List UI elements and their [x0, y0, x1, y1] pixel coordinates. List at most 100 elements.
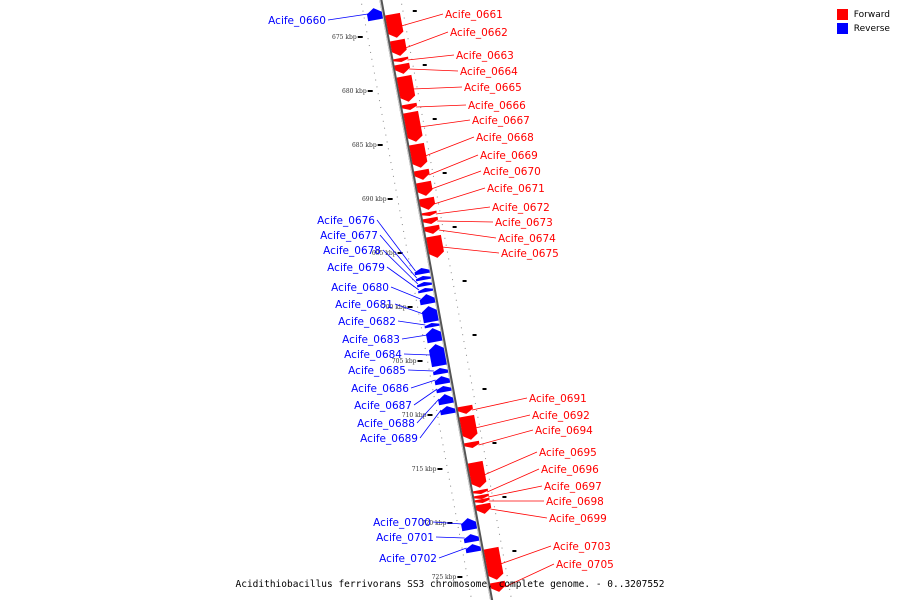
- gene-acife-0661: [385, 12, 404, 38]
- gene-acife-0685: [432, 368, 449, 376]
- guide-line-right: [400, 0, 513, 600]
- leader-acife-0678: [382, 249, 419, 285]
- scale-label: 705 kbp: [392, 358, 417, 365]
- gene-acife-0682: [424, 323, 440, 329]
- scale-label: 715 kbp: [412, 466, 437, 473]
- minor-tick: [452, 226, 457, 228]
- gene-acife-0699: [475, 502, 492, 514]
- gene-acife-0697: [473, 493, 489, 499]
- scale-tick: [437, 468, 443, 470]
- leader-acife-0688: [416, 398, 440, 424]
- gene-acife-0680: [419, 294, 436, 306]
- leader-acife-0669: [428, 154, 479, 176]
- minor-tick: [512, 550, 517, 552]
- gene-acife-0668: [409, 142, 428, 168]
- gene-label-acife-0667: Acife_0667: [472, 115, 530, 127]
- leader-acife-0664: [409, 68, 459, 72]
- gene-label-acife-0672: Acife_0672: [492, 202, 550, 214]
- leader-acife-0666: [416, 104, 467, 108]
- gene-acife-0673: [422, 216, 439, 224]
- gene-label-acife-0703: Acife_0703: [553, 541, 611, 553]
- gene-label-acife-0673: Acife_0673: [495, 217, 553, 229]
- leader-acife-0701: [435, 536, 465, 539]
- gene-acife-0678: [416, 282, 433, 288]
- gene-label-acife-0660: Acife_0660: [268, 15, 326, 27]
- leader-acife-0692: [475, 414, 531, 429]
- gene-label-acife-0694: Acife_0694: [535, 425, 593, 437]
- minor-tick: [422, 64, 427, 66]
- gene-acife-0677: [415, 276, 431, 282]
- gene-label-acife-0687: Acife_0687: [354, 400, 412, 412]
- gene-label-acife-0679: Acife_0679: [327, 262, 385, 274]
- scale-label: 690 kbp: [362, 196, 387, 203]
- leader-acife-0677: [379, 234, 418, 279]
- gene-label-acife-0669: Acife_0669: [480, 150, 538, 162]
- gene-label-acife-0664: Acife_0664: [460, 66, 518, 78]
- gene-label-acife-0680: Acife_0680: [331, 282, 389, 294]
- leader-acife-0676: [376, 219, 416, 272]
- gene-label-acife-0683: Acife_0683: [342, 334, 400, 346]
- scale-tick: [417, 360, 423, 362]
- scale-label: 685 kbp: [352, 142, 377, 149]
- gene-label-acife-0698: Acife_0698: [546, 496, 604, 508]
- guide-line-left: [360, 0, 473, 600]
- gene-label-acife-0700: Acife_0700: [373, 517, 431, 529]
- gene-acife-0688: [438, 394, 454, 406]
- gene-acife-0667: [403, 110, 423, 142]
- gene-label-acife-0697: Acife_0697: [544, 481, 602, 493]
- leader-acife-0674: [438, 229, 497, 239]
- legend: Forward Reverse: [836, 9, 890, 37]
- gene-acife-0683: [425, 328, 443, 344]
- gene-acife-0702: [465, 544, 482, 554]
- gene-label-acife-0671: Acife_0671: [487, 183, 545, 195]
- gene-label-acife-0670: Acife_0670: [483, 166, 541, 178]
- scale-tick: [377, 144, 383, 146]
- gene-label-acife-0695: Acife_0695: [539, 447, 597, 459]
- leader-acife-0668: [425, 136, 475, 157]
- minor-tick: [502, 496, 507, 498]
- gene-label-acife-0674: Acife_0674: [498, 233, 556, 245]
- leader-acife-0691: [471, 397, 528, 411]
- leader-acife-0697: [488, 485, 543, 498]
- leader-acife-0687: [413, 388, 438, 406]
- leader-acife-0679: [386, 266, 420, 291]
- minor-tick: [442, 172, 447, 174]
- gene-label-acife-0662: Acife_0662: [450, 27, 508, 39]
- gene-acife-0666: [401, 102, 418, 110]
- leader-acife-0663: [407, 54, 455, 61]
- gene-acife-0689: [440, 406, 456, 416]
- gene-acife-0670: [416, 180, 433, 196]
- minor-tick: [462, 280, 467, 282]
- leader-acife-0661: [401, 13, 444, 27]
- leader-acife-0670: [431, 170, 482, 190]
- gene-label-acife-0692: Acife_0692: [532, 410, 590, 422]
- gene-acife-0674: [424, 224, 440, 234]
- gene-acife-0696: [472, 488, 489, 494]
- leader-acife-0680: [390, 286, 421, 300]
- gene-acife-0695: [467, 460, 487, 488]
- minor-tick: [412, 10, 417, 12]
- gene-label-acife-0661: Acife_0661: [445, 9, 503, 21]
- scale-label: 725 kbp: [432, 574, 457, 581]
- scale-tick: [387, 198, 393, 200]
- gene-acife-0705: [489, 580, 506, 592]
- gene-acife-0694: [464, 440, 480, 448]
- leader-acife-0672: [435, 206, 491, 215]
- gene-label-acife-0701: Acife_0701: [376, 532, 434, 544]
- gene-acife-0660: [366, 8, 383, 22]
- gene-acife-0679: [418, 288, 434, 294]
- reverse-swatch: [836, 23, 848, 34]
- gene-acife-0686: [434, 376, 451, 386]
- legend-forward-label: Forward: [853, 9, 890, 20]
- gene-label-acife-0666: Acife_0666: [468, 100, 526, 112]
- gene-acife-0669: [413, 168, 430, 180]
- gene-label-acife-0682: Acife_0682: [338, 316, 396, 328]
- minor-tick: [482, 388, 487, 390]
- axis-highlight: [379, 0, 492, 600]
- gene-label-acife-0688: Acife_0688: [357, 418, 415, 430]
- gene-acife-0665: [396, 74, 416, 102]
- scale-label: 680 kbp: [342, 88, 367, 95]
- leader-acife-0696: [487, 468, 540, 493]
